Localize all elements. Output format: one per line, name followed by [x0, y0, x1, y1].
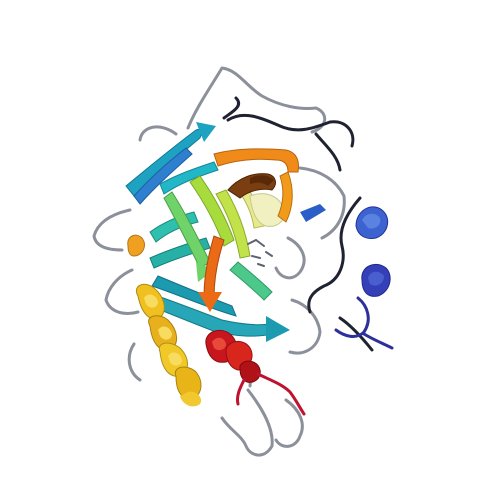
orange-region [127, 148, 299, 312]
blue-coil-tail [362, 332, 394, 350]
red-coil-upper [236, 378, 246, 406]
teal-strand-arrow [266, 316, 290, 342]
orange-strand-arrow [198, 292, 222, 312]
green-strand-2 [229, 261, 273, 301]
gold-helix-5 [180, 391, 202, 407]
cyan-strand-mid [159, 161, 219, 195]
gold-helix-4 [174, 366, 202, 399]
red-helix-inner [212, 337, 226, 351]
bottom-loop-coil [220, 388, 274, 457]
orange-strand-top [213, 148, 299, 173]
ligand-bond-4 [265, 251, 273, 257]
pale-sheet-patch [249, 193, 285, 227]
top-loop-coil [186, 66, 327, 134]
grey-coil-loops [92, 66, 346, 457]
dark-bottom-coil [338, 316, 374, 352]
teal-strand-lower-2 [151, 275, 237, 317]
dark-coil-loops [222, 96, 374, 352]
cyan-strand-top-arrow [196, 122, 216, 142]
ligand-sticks [247, 239, 273, 267]
right-small-loop-coil [274, 236, 306, 280]
orange-strand-right [277, 171, 293, 223]
red-helix-region [205, 329, 306, 416]
orange-left-helix [127, 234, 145, 257]
dark-right-coil [314, 132, 342, 172]
blue-helix-lower-inner [368, 271, 384, 286]
gold-helix-inner-2 [158, 326, 172, 340]
upper-left-loop-coil [138, 125, 178, 142]
left-lower-loop-coil [104, 268, 140, 315]
ligand-bond-5 [257, 263, 265, 267]
dark-top-coil [226, 113, 355, 148]
brown-hairpin [227, 173, 276, 199]
ligand-bond-2 [255, 239, 265, 247]
green-beta-strands [163, 175, 273, 301]
brown-strand-dark [250, 175, 274, 186]
dark-lower-right-coil [307, 196, 362, 314]
ligand-bond-1 [247, 239, 257, 245]
left-loop-coil [92, 208, 132, 252]
lime-strand-2 [215, 189, 251, 259]
bottom-right-loop-coil [274, 398, 304, 448]
red-coil-tail [256, 372, 306, 416]
blue-coil [334, 296, 370, 338]
dark-upper-coil [222, 96, 241, 120]
green-strand-arrow [196, 262, 214, 282]
gold-helix-inner-1 [144, 294, 158, 308]
center-right-loop-coil [288, 298, 322, 355]
blue-region [300, 204, 394, 350]
blue-strand-left [133, 147, 193, 205]
lime-strand-1 [189, 175, 235, 247]
blue-strand-small [300, 204, 326, 222]
blue-helix-upper-inner [362, 213, 381, 229]
ligand-bond-3 [251, 255, 261, 259]
right-loop-coil [298, 166, 346, 240]
left-bottom-loop-coil [127, 342, 142, 382]
gold-helix-inner-3 [168, 352, 182, 366]
gold-helices [136, 283, 202, 407]
red-helix-3 [239, 360, 261, 383]
